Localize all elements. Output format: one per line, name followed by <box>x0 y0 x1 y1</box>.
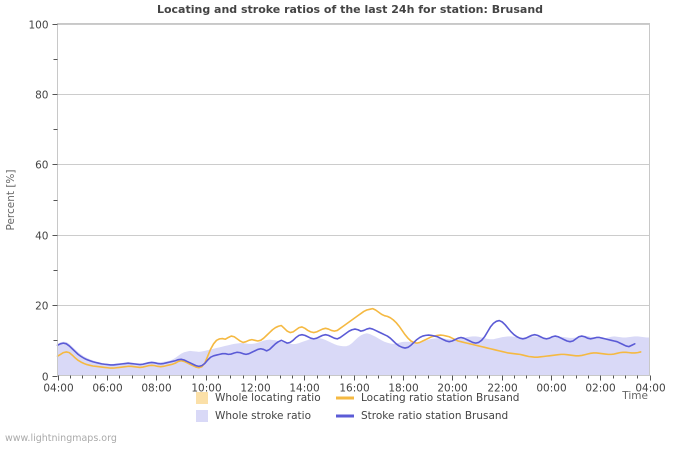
x-axis-label: Time <box>621 390 648 402</box>
legend-label: Whole locating ratio <box>215 392 321 404</box>
x-tick-label-6: 16:00 <box>339 383 369 395</box>
x-tick-label-4: 12:00 <box>240 383 270 395</box>
chart-title: Locating and stroke ratios of the last 2… <box>157 3 543 16</box>
x-tick-label-10: 00:00 <box>536 383 566 395</box>
y-axis-label: Percent [%] <box>5 169 17 230</box>
y-tick-label-20: 20 <box>35 301 48 313</box>
chart-legend: Whole locating ratio Locating ratio stati… <box>196 392 519 422</box>
y-tick-label-80: 80 <box>35 90 48 102</box>
y-tick-label-60: 60 <box>35 160 48 172</box>
y-tick-label-40: 40 <box>35 231 48 243</box>
x-tick-label-3: 10:00 <box>191 383 221 395</box>
x-tick-label-5: 14:00 <box>289 383 319 395</box>
legend-swatch-box <box>196 392 208 404</box>
legend-item[interactable]: Locating ratio station Brusand <box>336 392 519 404</box>
area-series-1 <box>57 333 650 376</box>
y-tick-label-0: 0 <box>42 372 49 384</box>
area-series-group <box>57 333 650 376</box>
gridlines <box>57 24 650 306</box>
x-tick-label-1: 06:00 <box>92 383 122 395</box>
y-axis-ticks: 0 20 40 60 80 100 <box>28 20 58 384</box>
x-tick-label-2: 08:00 <box>141 383 171 395</box>
line-series-2 <box>56 307 642 369</box>
legend-item[interactable]: Whole stroke ratio <box>196 410 311 422</box>
x-tick-label-9: 22:00 <box>487 383 517 395</box>
legend-label: Locating ratio station Brusand <box>361 392 519 404</box>
watermark-text: www.lightningmaps.org <box>5 433 117 444</box>
legend-swatch-box <box>196 410 208 422</box>
x-tick-label-0: 04:00 <box>43 383 73 395</box>
x-tick-label-11: 02:00 <box>585 383 615 395</box>
y-tick-label-100: 100 <box>28 20 48 32</box>
legend-label: Stroke ratio station Brusand <box>361 410 508 422</box>
line-series-group <box>56 307 642 369</box>
legend-label: Whole stroke ratio <box>215 410 311 422</box>
x-axis-ticks: 04:00 06:00 08:00 10:00 12:00 14:00 16:00 18:00… <box>43 375 666 395</box>
x-tick-label-12: 04:00 <box>635 383 665 395</box>
plot-border <box>57 23 650 376</box>
x-tick-label-8: 20:00 <box>437 383 467 395</box>
x-tick-label-7: 18:00 <box>388 383 418 395</box>
legend-item[interactable]: Whole locating ratio <box>196 392 321 404</box>
line-series-3 <box>56 319 636 368</box>
legend-item[interactable]: Stroke ratio station Brusand <box>336 410 508 422</box>
